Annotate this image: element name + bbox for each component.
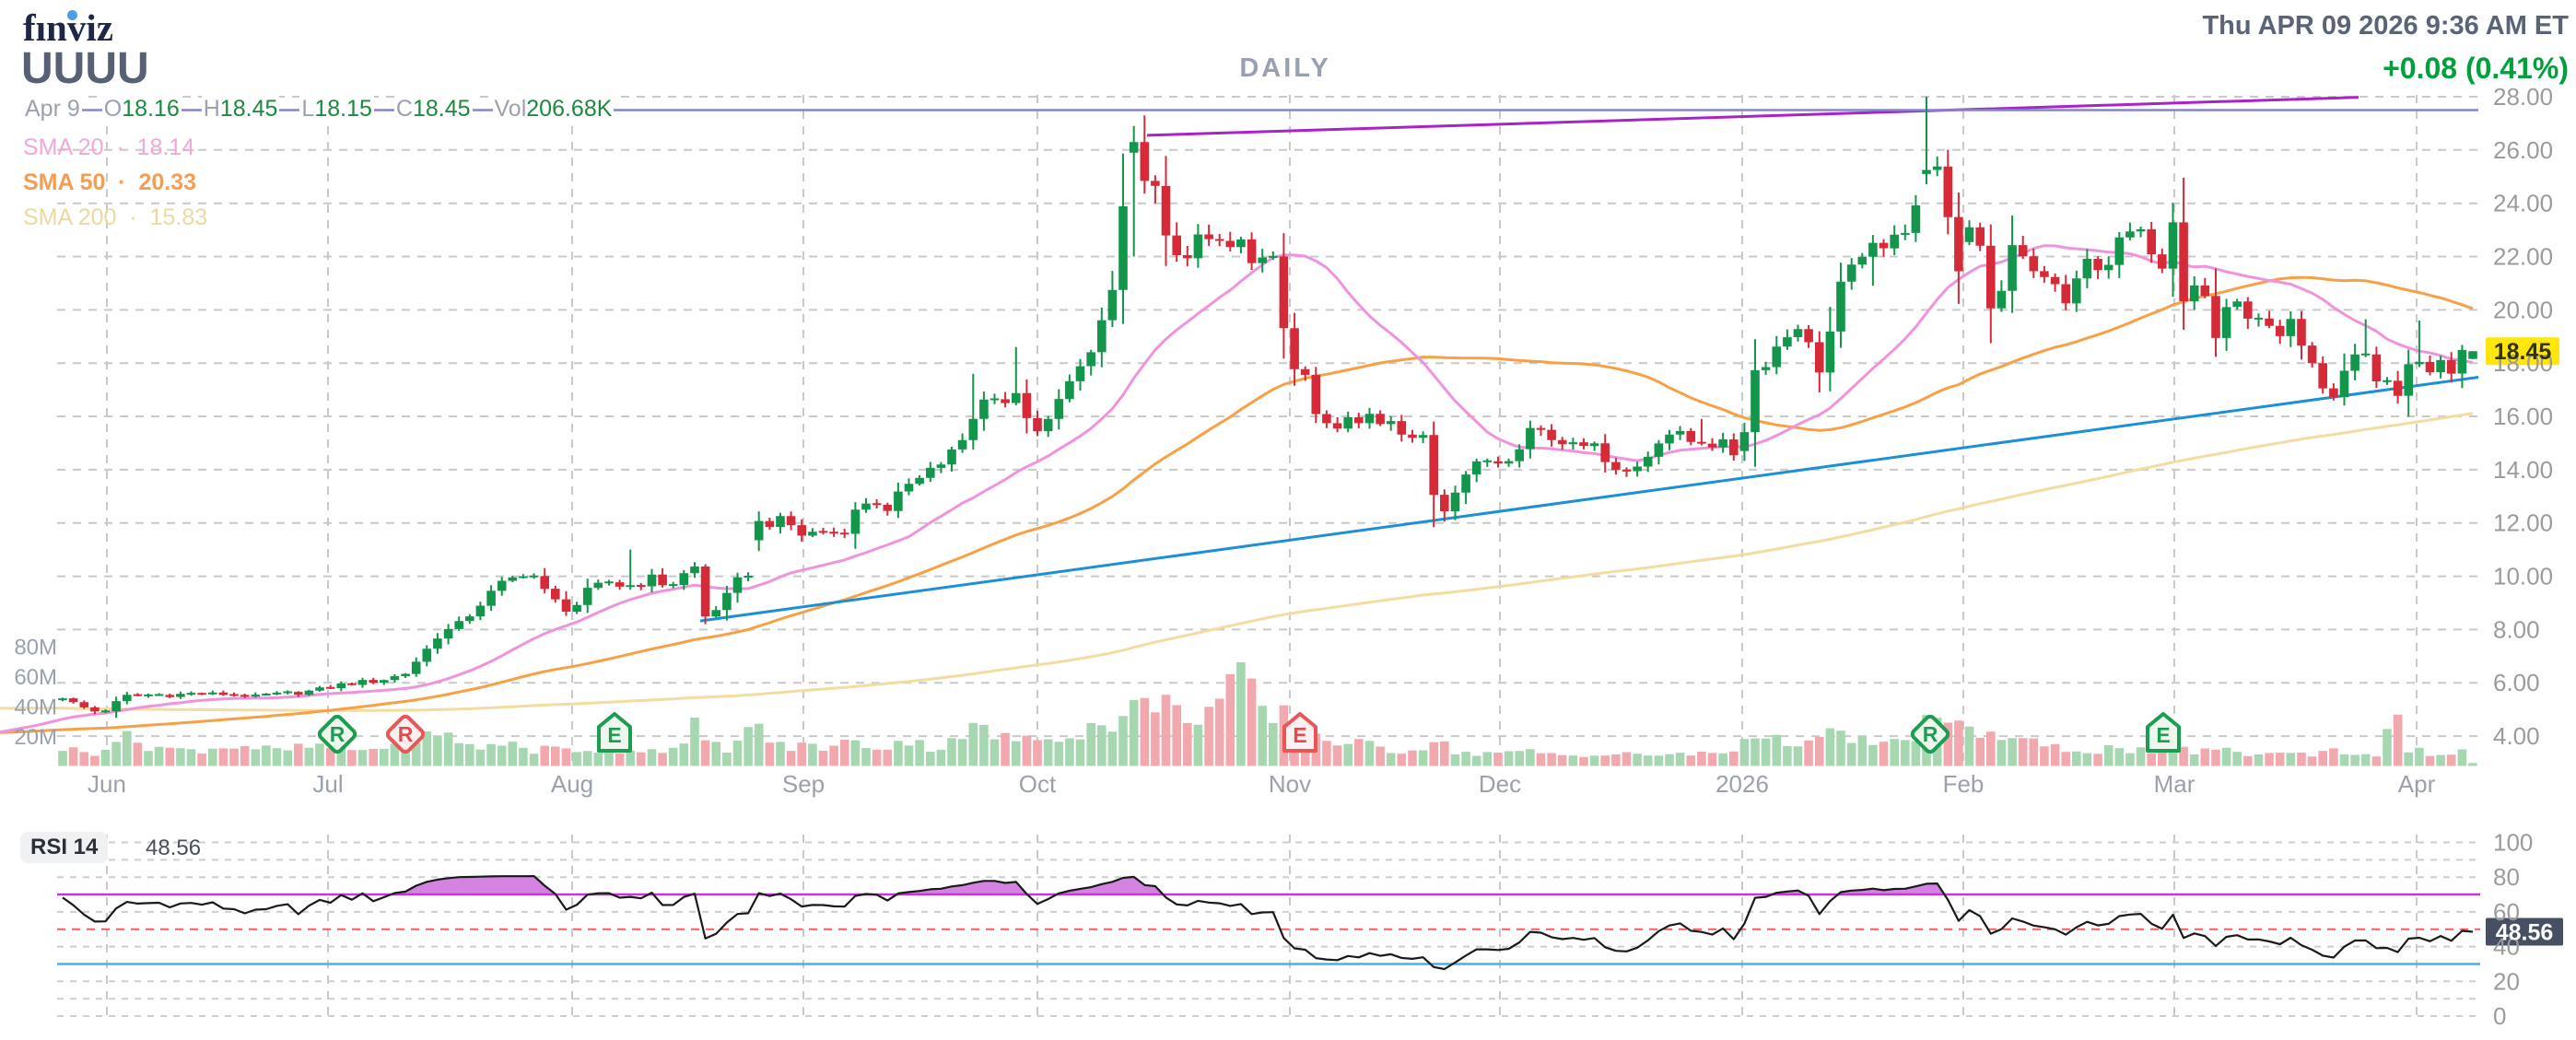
svg-text:20M: 20M [14, 725, 57, 750]
svg-text:12.00: 12.00 [2493, 509, 2553, 537]
svg-text:40: 40 [2493, 933, 2520, 961]
svg-text:60: 60 [2493, 898, 2520, 926]
svg-text:R: R [398, 722, 414, 746]
svg-text:2026: 2026 [1715, 770, 1769, 798]
svg-text:Mar: Mar [2154, 770, 2195, 798]
svg-text:Aug: Aug [551, 770, 593, 798]
svg-text:16.00: 16.00 [2493, 403, 2553, 430]
svg-text:Nov: Nov [1269, 770, 1311, 798]
svg-text:R: R [330, 722, 345, 746]
svg-text:14.00: 14.00 [2493, 456, 2553, 484]
svg-text:6.00: 6.00 [2493, 669, 2540, 696]
svg-text:100: 100 [2493, 829, 2533, 857]
svg-text:20: 20 [2493, 967, 2520, 995]
svg-text:Apr: Apr [2398, 770, 2436, 798]
svg-text:Dec: Dec [1479, 770, 1521, 798]
svg-text:10.00: 10.00 [2493, 563, 2553, 590]
svg-text:40M: 40M [14, 695, 57, 719]
svg-text:22.00: 22.00 [2493, 243, 2553, 271]
svg-text:18.00: 18.00 [2493, 349, 2553, 377]
svg-text:E: E [607, 723, 621, 747]
svg-text:0: 0 [2493, 1002, 2506, 1030]
svg-text:20.00: 20.00 [2493, 296, 2553, 323]
svg-text:Feb: Feb [1943, 770, 1985, 798]
svg-text:Jul: Jul [312, 770, 343, 798]
svg-text:18.45: 18.45 [2494, 339, 2552, 365]
svg-text:28.00: 28.00 [2493, 83, 2553, 111]
svg-text:8.00: 8.00 [2493, 615, 2540, 643]
svg-text:26.00: 26.00 [2493, 136, 2553, 164]
svg-text:24.00: 24.00 [2493, 190, 2553, 217]
svg-text:Sep: Sep [782, 770, 825, 798]
svg-text:4.00: 4.00 [2493, 722, 2540, 750]
svg-text:80: 80 [2493, 863, 2520, 891]
svg-text:E: E [2156, 723, 2170, 747]
svg-text:E: E [1293, 723, 1306, 747]
svg-text:R: R [1923, 722, 1938, 746]
svg-text:Oct: Oct [1019, 770, 1057, 798]
svg-text:80M: 80M [14, 635, 57, 660]
svg-text:48.56: 48.56 [2496, 919, 2554, 945]
svg-text:60M: 60M [14, 665, 57, 690]
svg-text:Jun: Jun [88, 770, 126, 798]
